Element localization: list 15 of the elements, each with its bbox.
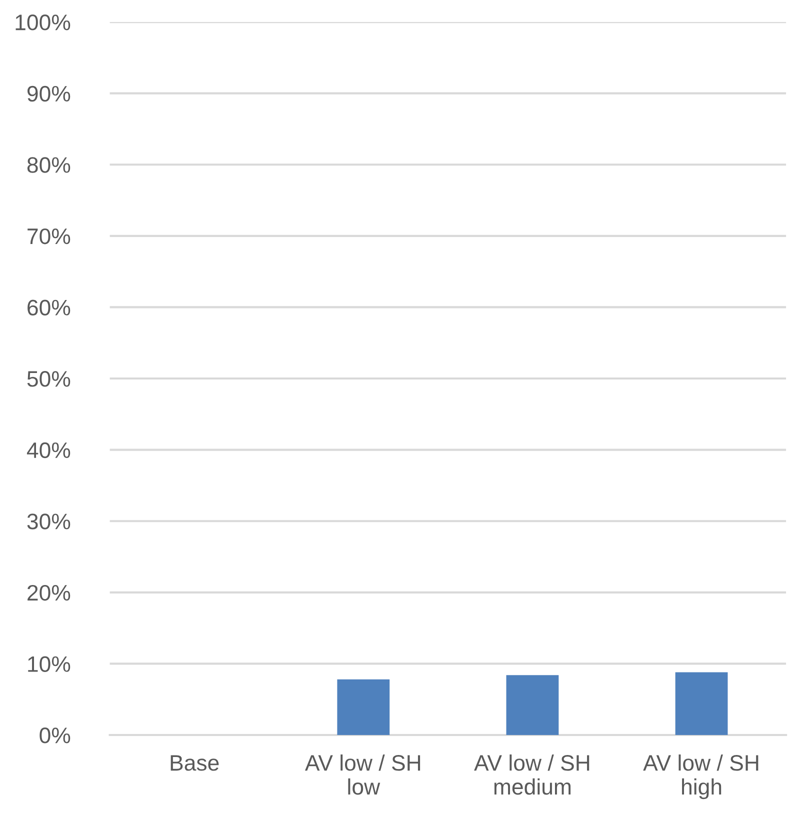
y-tick-label: 20% — [28, 584, 70, 601]
y-tick-label: 70% — [28, 228, 70, 244]
y-tick-label: 90% — [27, 86, 70, 102]
x-tick-label: AV low / SH low — [304, 754, 420, 795]
y-tick-label: 80% — [27, 157, 70, 173]
y-tick-label: 30% — [27, 514, 70, 530]
y-tick-label: 0% — [40, 728, 70, 744]
y-tick-label: 100% — [16, 14, 70, 30]
y-tick-label: 40% — [26, 442, 70, 458]
x-tick-label: Base — [170, 755, 219, 771]
y-tick-label: 50% — [27, 371, 70, 387]
x-tick-label: AV low / SH medium — [474, 754, 590, 795]
y-tick-label: 60% — [28, 300, 70, 316]
y-tick-label: 10% — [28, 656, 70, 672]
x-tick-label: AV low / SH high — [643, 754, 758, 800]
